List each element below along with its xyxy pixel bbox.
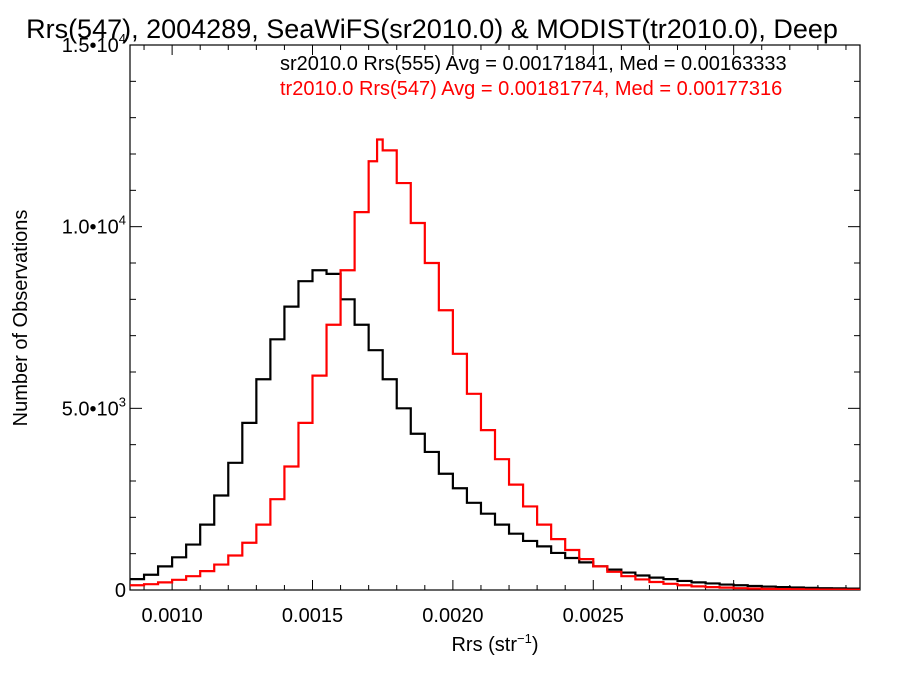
series-layer	[130, 138, 860, 590]
y-tick-exponent: 3	[119, 394, 126, 409]
y-tick-mantissa: 0	[115, 580, 126, 602]
x-axis-label: Rrs (str−1)	[451, 631, 538, 656]
plot-frame	[129, 44, 861, 591]
legend: sr2010.0 Rrs(555) Avg = 0.00171841, Med …	[280, 53, 787, 100]
x-tick-label: 0.0020	[422, 605, 483, 627]
x-tick-label: 0.0030	[703, 605, 764, 627]
chart-title: Rrs(547), 2004289, SeaWiFS(sr2010.0) & M…	[26, 14, 838, 44]
y-tick-mantissa: 1.0•10	[62, 217, 119, 239]
series-line-seawifs	[130, 269, 860, 590]
x-tick-label: 0.0025	[563, 605, 624, 627]
y-tick-label: 5.0•103	[62, 394, 126, 420]
legend-entry: sr2010.0 Rrs(555) Avg = 0.00171841, Med …	[280, 53, 787, 75]
x-axis-label-close: )	[532, 634, 539, 656]
y-tick-label: 1.0•104	[62, 213, 126, 239]
series-line-modist	[130, 138, 860, 590]
x-tick-label: 0.0010	[142, 605, 203, 627]
y-axis-label: Number of Observations	[10, 210, 32, 427]
y-tick-label: 1.5•104	[62, 31, 126, 57]
x-axis-ticks: 0.0010 0.0015 0.0020 0.0025 0.0030	[142, 45, 847, 627]
x-axis-label-superscript: −1	[517, 631, 532, 646]
legend-entry: tr2010.0 Rrs(547) Avg = 0.00181774, Med …	[280, 78, 782, 100]
x-axis-label-main: Rrs (str	[451, 634, 517, 656]
y-tick-label: 0	[115, 580, 126, 602]
y-tick-exponent: 4	[119, 213, 126, 228]
y-tick-exponent: 4	[119, 31, 126, 46]
x-tick-label: 0.0015	[282, 605, 343, 627]
y-tick-mantissa: 1.5•10	[62, 35, 119, 57]
y-tick-mantissa: 5.0•10	[62, 398, 119, 420]
